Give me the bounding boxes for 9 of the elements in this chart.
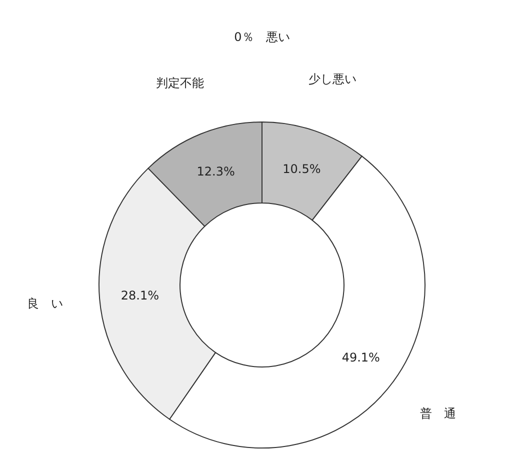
slice-label: 判定不能 (156, 76, 204, 90)
slice-label: 少し悪い (308, 72, 357, 86)
text: 0％ 悪い (234, 30, 290, 44)
slice-label: 良 い (26, 296, 63, 310)
data-label: 10.5% (282, 162, 321, 176)
slice-label: 普 通 (420, 406, 456, 421)
data-label: 12.3% (196, 164, 235, 179)
data-label: 28.1% (120, 288, 160, 302)
data-label: 49.1% (342, 350, 380, 364)
